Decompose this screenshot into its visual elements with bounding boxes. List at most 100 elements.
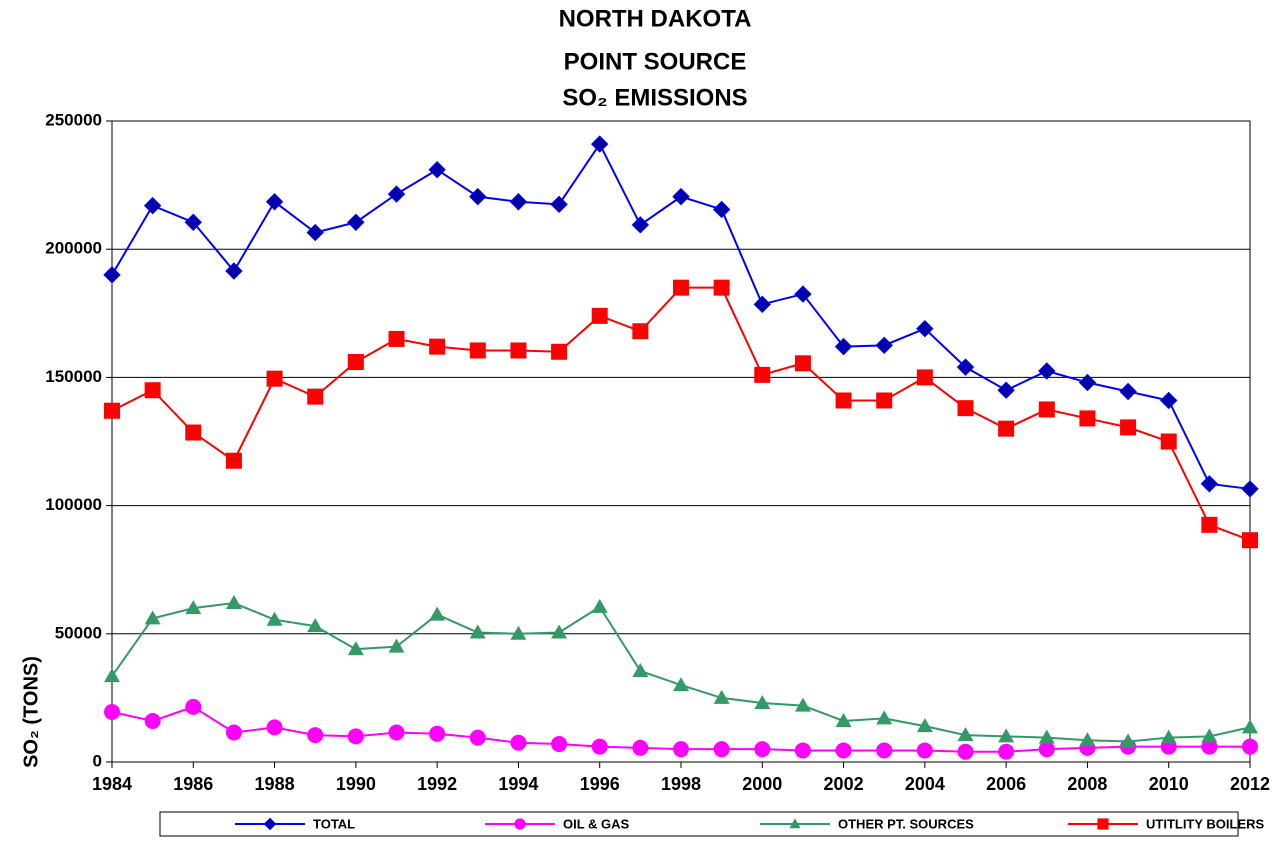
marker bbox=[1242, 719, 1258, 734]
marker bbox=[754, 366, 771, 383]
marker bbox=[794, 697, 811, 712]
chart-title: POINT SOURCE bbox=[564, 48, 747, 75]
x-tick-label: 1990 bbox=[336, 774, 376, 794]
x-tick-label: 2006 bbox=[986, 774, 1026, 794]
x-tick-label: 1984 bbox=[92, 774, 132, 794]
marker bbox=[469, 342, 486, 359]
marker bbox=[225, 595, 242, 610]
marker bbox=[1201, 738, 1218, 755]
marker bbox=[551, 343, 568, 360]
marker bbox=[835, 712, 852, 727]
marker bbox=[1160, 729, 1177, 744]
marker bbox=[1120, 419, 1137, 436]
marker bbox=[1201, 516, 1218, 533]
marker bbox=[673, 677, 689, 692]
marker bbox=[306, 223, 324, 242]
marker bbox=[956, 358, 975, 376]
marker bbox=[144, 712, 161, 729]
marker bbox=[713, 741, 730, 758]
marker bbox=[551, 736, 568, 753]
marker bbox=[673, 279, 689, 296]
x-tick-label: 2000 bbox=[742, 774, 782, 794]
marker bbox=[347, 354, 364, 371]
y-tick-label: 0 bbox=[93, 751, 102, 770]
marker bbox=[1038, 362, 1056, 380]
y-tick-label: 100000 bbox=[45, 495, 102, 514]
y-tick-label: 200000 bbox=[45, 239, 102, 258]
marker bbox=[469, 187, 487, 206]
marker bbox=[551, 624, 568, 639]
marker bbox=[225, 724, 242, 741]
marker bbox=[835, 742, 852, 759]
marker bbox=[591, 598, 608, 613]
marker bbox=[428, 161, 446, 179]
series-line bbox=[111, 602, 1251, 743]
marker bbox=[632, 662, 649, 677]
marker bbox=[794, 355, 811, 372]
marker bbox=[225, 452, 242, 469]
marker bbox=[631, 216, 650, 234]
marker bbox=[185, 424, 202, 441]
marker bbox=[794, 742, 811, 759]
x-tick-label: 2004 bbox=[905, 774, 945, 794]
marker bbox=[834, 337, 853, 356]
x-tick-label: 2002 bbox=[824, 774, 864, 794]
x-tick-label: 1992 bbox=[417, 774, 457, 794]
marker bbox=[998, 743, 1015, 760]
marker bbox=[429, 338, 446, 355]
marker bbox=[104, 402, 120, 419]
marker bbox=[1038, 401, 1055, 418]
marker bbox=[916, 742, 933, 759]
marker bbox=[266, 611, 283, 626]
legend-label: UTITLITY BOILERS bbox=[1146, 816, 1265, 831]
marker bbox=[265, 193, 284, 211]
marker bbox=[429, 725, 446, 742]
marker bbox=[510, 734, 527, 751]
marker bbox=[266, 370, 283, 387]
x-tick-label: 1998 bbox=[661, 774, 701, 794]
marker bbox=[469, 624, 486, 639]
marker bbox=[916, 718, 933, 733]
legend-label: OTHER PT. SOURCES bbox=[838, 816, 974, 831]
x-tick-label: 1996 bbox=[580, 774, 620, 794]
marker bbox=[143, 196, 162, 215]
y-tick-label: 50000 bbox=[55, 623, 102, 642]
y-axis-title: SO₂ (TONS) bbox=[20, 656, 42, 768]
plot-area bbox=[111, 120, 1251, 763]
marker bbox=[144, 610, 161, 625]
marker bbox=[144, 382, 161, 399]
marker bbox=[1160, 433, 1177, 450]
legend-marker bbox=[514, 818, 526, 830]
marker bbox=[957, 400, 974, 417]
marker bbox=[753, 295, 771, 314]
marker bbox=[509, 193, 528, 211]
marker bbox=[347, 641, 364, 656]
marker bbox=[510, 625, 527, 640]
marker bbox=[957, 727, 974, 742]
marker bbox=[1120, 733, 1137, 748]
marker bbox=[998, 728, 1015, 743]
marker bbox=[1079, 732, 1096, 747]
marker bbox=[185, 698, 202, 715]
marker bbox=[104, 704, 120, 721]
marker bbox=[1078, 373, 1097, 392]
marker bbox=[916, 369, 933, 386]
marker bbox=[632, 323, 649, 340]
marker bbox=[185, 600, 202, 615]
marker bbox=[429, 606, 446, 621]
marker bbox=[225, 262, 243, 280]
marker bbox=[591, 135, 609, 153]
x-tick-label: 2008 bbox=[1067, 774, 1107, 794]
marker bbox=[916, 319, 934, 338]
series-line bbox=[111, 286, 1251, 542]
x-tick-label: 2012 bbox=[1230, 774, 1270, 794]
marker bbox=[754, 695, 771, 710]
marker bbox=[510, 342, 527, 359]
chart-title: NORTH DAKOTA bbox=[559, 5, 752, 32]
marker bbox=[632, 739, 649, 756]
marker bbox=[1242, 738, 1258, 755]
marker bbox=[997, 381, 1015, 399]
marker bbox=[388, 638, 405, 653]
marker bbox=[1038, 729, 1055, 744]
